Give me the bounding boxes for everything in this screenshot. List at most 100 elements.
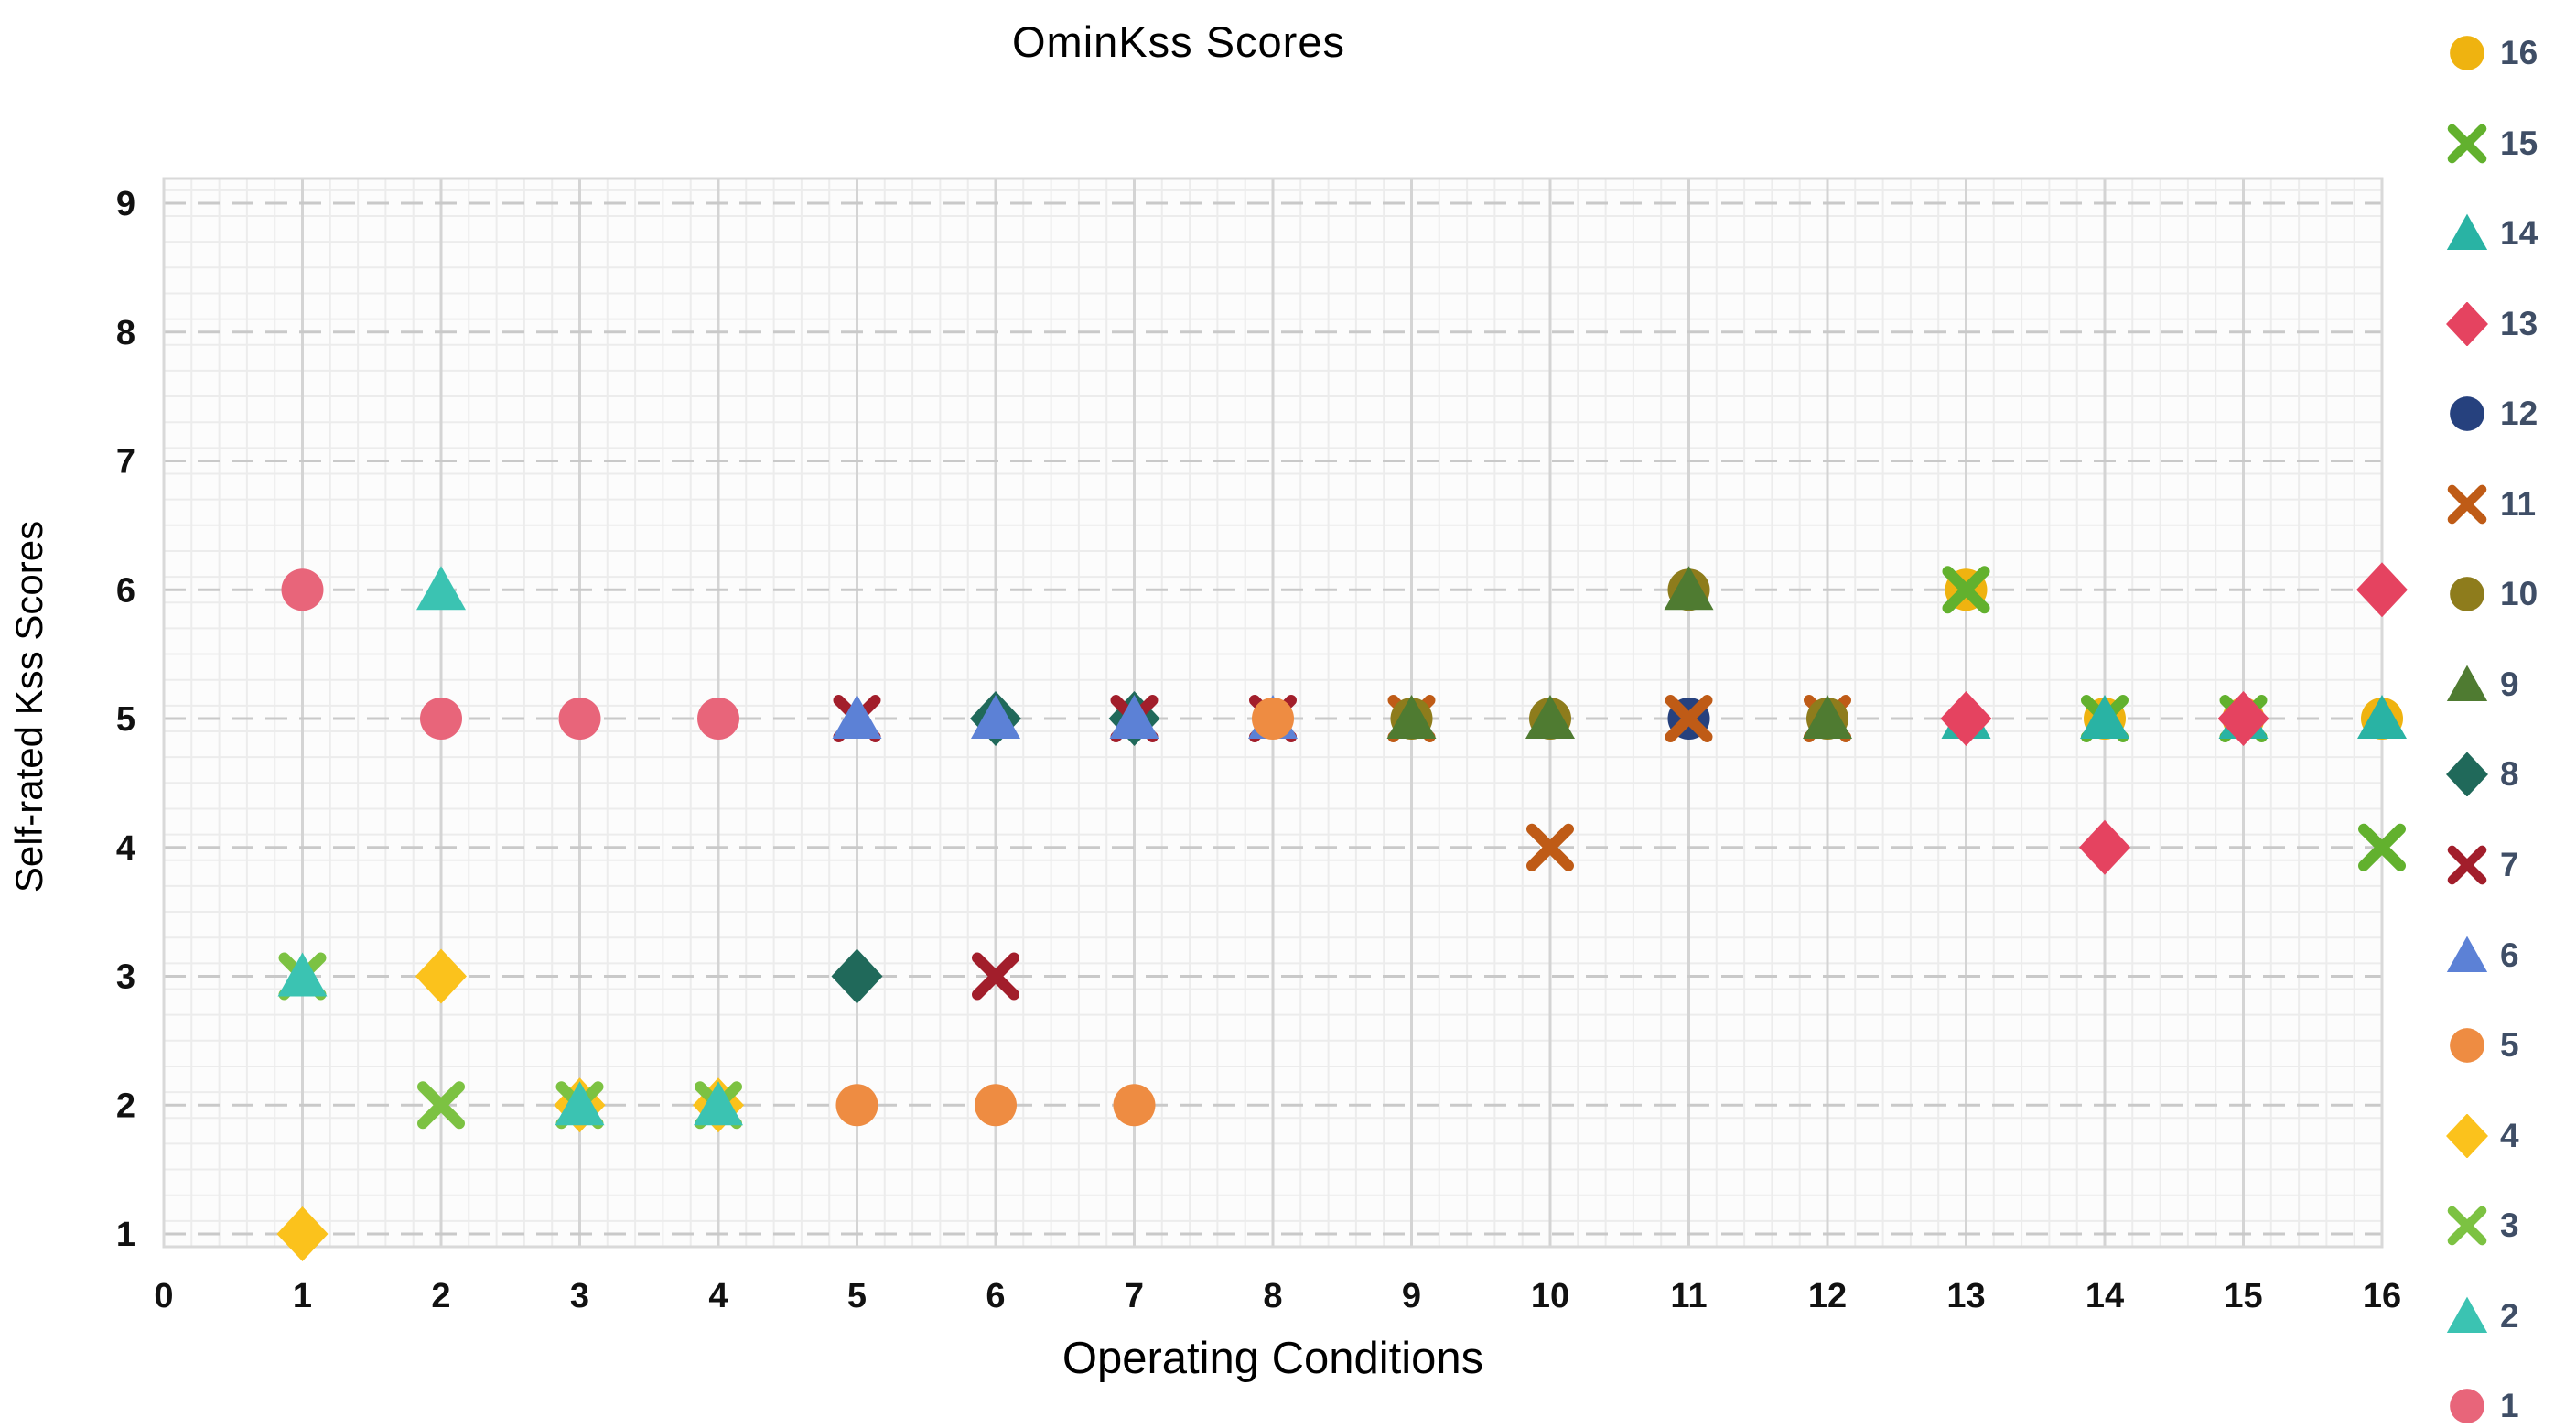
data-point [2447,124,2487,163]
x-icon [2447,1206,2487,1246]
legend-label: 1 [2500,1387,2519,1425]
data-point [2450,36,2484,70]
y-tick-label: 8 [116,314,135,352]
data-point-series-4 [276,1206,329,1261]
data-point-series-9 [1664,566,1714,611]
x-tick-label: 10 [1531,1277,1569,1315]
circle-icon [2450,1028,2484,1063]
y-tick-label: 2 [116,1087,135,1125]
data-point-series-5 [1113,1084,1156,1127]
data-point [2446,752,2488,797]
data-point-series-9 [1386,695,1437,739]
data-point-series-8 [831,948,883,1004]
legend-item-2: 2 [2445,1292,2519,1341]
legend-label: 3 [2500,1206,2519,1245]
legend-label: 12 [2500,395,2538,433]
legend-item-8: 8 [2445,750,2519,799]
legend-label: 16 [2500,34,2538,71]
legend-item-16: 16 [2445,28,2538,78]
data-point [2446,301,2488,346]
legend-label: 4 [2500,1116,2519,1154]
data-point-series-1 [281,568,324,611]
legend-item-14: 14 [2445,209,2538,258]
circle-icon [2450,577,2484,612]
y-axis-title: Self-rated Kss Scores [7,520,50,893]
data-point [2450,1389,2484,1424]
y-tick-label: 5 [116,700,135,739]
x-icon [2447,124,2487,163]
data-point-series-11 [1526,823,1574,871]
legend-label: 2 [2500,1296,2519,1335]
data-point-series-2 [555,1081,605,1126]
data-point [2446,1296,2488,1333]
y-tick-label: 3 [116,958,135,997]
circle-icon [2450,396,2484,432]
data-point-series-3 [417,1081,465,1130]
legend-item-4: 4 [2445,1111,2519,1161]
x-tick-label: 16 [2363,1277,2401,1315]
x-tick-label: 15 [2224,1277,2262,1315]
legend-item-10: 10 [2445,569,2538,619]
data-point-series-14 [2080,695,2129,739]
data-point-series-15 [2358,823,2406,871]
data-point-series-4 [415,948,467,1004]
data-point [2446,665,2488,701]
data-point [2446,936,2488,972]
legend-label: 8 [2500,755,2519,794]
data-point [2447,845,2487,885]
legend-label: 14 [2500,214,2538,253]
diamond-icon [2446,1113,2488,1158]
data-point-series-6 [971,695,1020,739]
x-tick-label: 13 [1946,1277,1985,1315]
legend-item-5: 5 [2445,1021,2519,1070]
x-tick-label: 9 [1402,1277,1421,1315]
data-point-series-2 [277,952,328,997]
x-tick-label: 6 [986,1277,1005,1315]
diamond-icon [2446,752,2488,797]
legend-item-7: 7 [2445,840,2519,890]
legend-item-12: 12 [2445,389,2538,438]
x-tick-label: 12 [1808,1277,1847,1315]
data-point [2447,1206,2487,1246]
data-point [2447,484,2487,525]
data-point-series-1 [697,698,739,740]
circle-icon [2450,36,2484,70]
x-axis-title: Operating Conditions [1062,1334,1484,1383]
data-point-series-9 [1525,695,1575,739]
x-tick-label: 0 [154,1277,173,1315]
data-point-series-6 [832,695,882,739]
data-point-series-13 [2217,691,2269,746]
legend-item-13: 13 [2445,299,2538,349]
legend-item-3: 3 [2445,1201,2519,1250]
x-tick-label: 14 [2086,1277,2124,1315]
data-point [2446,213,2488,251]
legend-item-15: 15 [2445,119,2538,168]
legend-label: 6 [2500,936,2519,974]
legend-label: 7 [2500,845,2519,883]
y-tick-label: 1 [116,1216,135,1254]
legend-item-1: 1 [2445,1381,2519,1428]
data-point-series-2 [694,1081,743,1126]
x-tick-label: 4 [708,1277,728,1315]
triangle-icon [2446,1296,2488,1333]
y-tick-label: 4 [116,829,135,868]
legend: 16 15 14 13 12 11 10 9 8 7 6 5 4 3 2 1 [2445,0,2573,1428]
data-point-series-6 [1109,695,1159,739]
y-tick-label: 9 [116,185,135,223]
data-point [2450,396,2484,432]
circle-icon [2450,1389,2484,1424]
data-point-series-15 [1942,566,1990,614]
data-point-series-13 [1940,691,1992,746]
legend-label: 5 [2500,1026,2519,1065]
data-point-series-7 [972,952,1019,1001]
triangle-icon [2446,665,2488,701]
data-point [2446,1113,2488,1158]
data-point-series-5 [975,1084,1017,1127]
x-tick-label: 1 [293,1277,312,1315]
data-point [2450,577,2484,612]
data-point-series-11 [1665,695,1713,742]
data-point-series-13 [2356,562,2408,618]
x-tick-label: 3 [570,1277,589,1315]
